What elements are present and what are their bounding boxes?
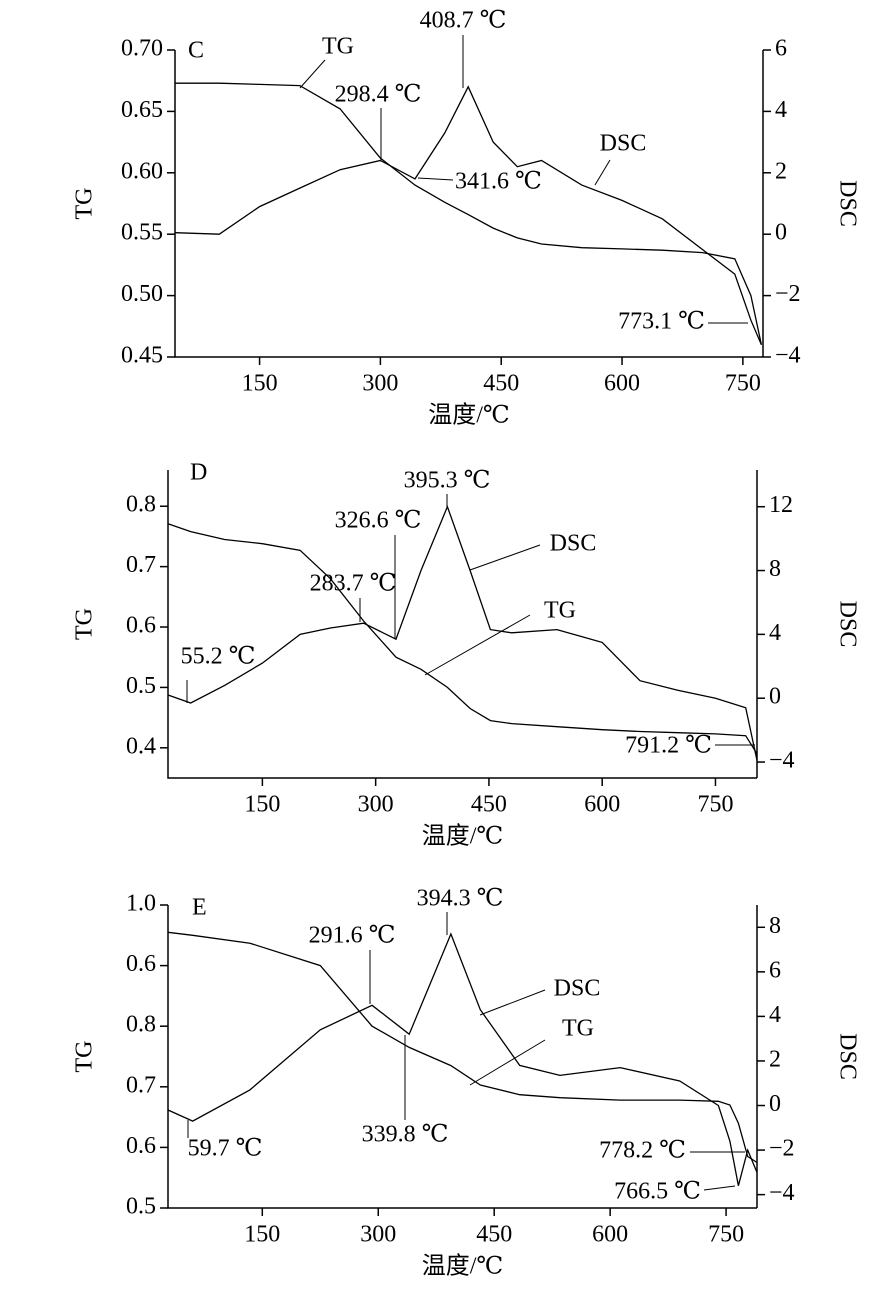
axes [167,470,758,779]
y2-tick-label: 4 [769,1002,781,1028]
x-tick-label: 300 [362,371,398,397]
y-tick-label: 0.70 [121,36,163,62]
curve-tg [175,82,763,345]
y-tick-label: 0.4 [126,733,156,759]
y-axis-label: TG [72,188,98,220]
y-tick-label: 0.6 [126,951,156,977]
leader-line [594,159,611,186]
annotation: 394.3 ℃ [417,886,504,912]
x-tick-label: 150 [244,1222,280,1248]
curve-dsc [174,85,762,345]
curve-label: TG [322,34,354,60]
y2-tick-label: 6 [769,957,781,983]
x-tick-label: 600 [592,1222,628,1248]
y-tick-label: 0.6 [126,613,156,639]
x-tick-label: 150 [242,371,278,397]
y2-tick-label: 0 [769,684,781,710]
y-tick-label: 0.60 [121,158,163,184]
y2-tick-label: 6 [775,36,787,62]
curve-tg [167,931,758,1164]
annotation: 339.8 ℃ [362,1122,449,1148]
leader-line [703,1185,736,1191]
leader-line [417,177,454,181]
x-tick-label: 150 [244,792,280,818]
curve-label: DSC [554,976,601,1002]
y2-axis-label: DSC [834,1033,860,1080]
panel-label: E [192,895,207,921]
y-tick-label: 0.5 [126,1194,156,1220]
y2-axis-label: DSC [834,180,860,227]
y2-tick-label: 0 [769,1091,781,1117]
leader-line [469,1039,546,1086]
y2-tick-label: −4 [769,748,795,774]
annotation: 59.7 ℃ [188,1136,263,1162]
annotation: 55.2 ℃ [181,644,256,670]
x-tick-label: 600 [584,792,620,818]
x-tick-label: 600 [604,371,640,397]
y-tick-label: 0.7 [126,1072,156,1098]
leader-line [479,989,546,1016]
annotation: 408.7 ℃ [420,8,507,34]
leader-line [469,544,541,571]
y2-tick-label: 12 [769,492,793,518]
y2-tick-label: −2 [769,1136,795,1162]
y2-axis-label: DSC [834,601,860,648]
y2-tick-label: 2 [775,158,787,184]
annotation: 778.2 ℃ [599,1138,686,1164]
x-axis-label: 温度/℃ [422,1253,504,1280]
annotation: 283.7 ℃ [310,571,397,597]
curve-tg [167,523,758,755]
y-tick-label: 0.8 [126,1012,156,1038]
leader-line [424,614,531,676]
y-tick-label: 0.5 [126,673,156,699]
annotation: 341.6 ℃ [455,169,542,195]
curve-label: TG [562,1016,594,1042]
x-tick-label: 750 [697,792,733,818]
annotation: 395.3 ℃ [404,468,491,494]
curve-label: TG [544,598,576,624]
x-axis-label: 温度/℃ [422,823,504,850]
x-tick-label: 300 [360,1222,396,1248]
x-tick-label: 750 [708,1222,744,1248]
y-tick-label: 0.65 [121,97,163,123]
curve-label: DSC [600,131,647,157]
annotation: 791.2 ℃ [625,733,712,759]
x-tick-label: 300 [358,792,394,818]
annotation: 291.6 ℃ [309,923,396,949]
y2-tick-label: 4 [775,97,787,123]
annotation: 326.6 ℃ [335,508,422,534]
leader-line [299,59,326,89]
y2-tick-label: −2 [775,281,801,307]
y-tick-label: 0.8 [126,492,156,518]
y-tick-label: 1.0 [126,891,156,917]
y2-tick-label: −4 [775,343,801,369]
curve-dsc [167,932,758,1186]
y-axis-label: TG [72,1041,98,1073]
y-tick-label: 0.7 [126,552,156,578]
x-tick-label: 450 [483,371,519,397]
curve-dsc [167,504,758,761]
annotation: 298.4 ℃ [335,82,422,108]
y2-tick-label: 8 [769,556,781,582]
y-tick-label: 0.50 [121,281,163,307]
panel-label: C [188,38,204,64]
x-tick-label: 450 [476,1222,512,1248]
y-tick-label: 0.6 [126,1133,156,1159]
y-tick-label: 0.55 [121,220,163,246]
y2-tick-label: 8 [769,913,781,939]
y2-tick-label: 0 [775,220,787,246]
y-axis-label: TG [72,608,98,640]
x-tick-label: 750 [725,371,761,397]
annotation: 766.5 ℃ [614,1179,701,1205]
panel-label: D [190,460,207,486]
y-tick-label: 0.45 [121,343,163,369]
x-axis-label: 温度/℃ [428,402,510,429]
y2-tick-label: 4 [769,620,781,646]
y2-tick-label: −4 [769,1180,795,1206]
x-tick-label: 450 [471,792,507,818]
annotation: 773.1 ℃ [618,309,705,335]
curve-label: DSC [550,531,597,557]
y2-tick-label: 2 [769,1046,781,1072]
